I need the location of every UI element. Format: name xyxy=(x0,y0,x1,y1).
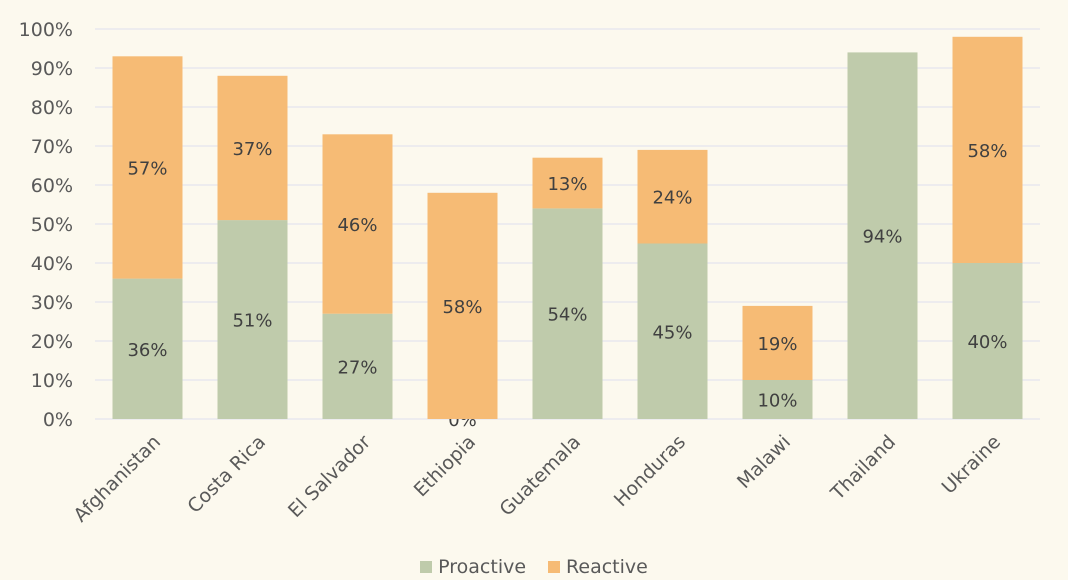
bar-reactive xyxy=(322,134,393,314)
data-label-reactive: 57% xyxy=(127,158,167,179)
bar-reactive xyxy=(217,75,288,221)
legend-label-proactive: Proactive xyxy=(438,556,527,578)
data-label-proactive: 36% xyxy=(127,340,167,361)
x-tick-label: Costa Rica xyxy=(183,431,270,518)
data-label-reactive: 19% xyxy=(757,334,797,355)
y-tick-label: 0% xyxy=(43,409,73,431)
bar-reactive xyxy=(112,56,183,279)
x-tick-label: El Salvador xyxy=(284,431,375,522)
bar-reactive xyxy=(427,192,498,419)
data-label-reactive: 13% xyxy=(547,174,587,195)
y-tick-label: 90% xyxy=(31,58,73,80)
x-tick-label: Honduras xyxy=(610,431,690,511)
bar-proactive xyxy=(217,220,288,419)
legend: Proactive Reactive xyxy=(0,556,1068,578)
bar-reactive xyxy=(952,36,1023,263)
x-tick-label: Malawi xyxy=(733,431,795,493)
bar-proactive xyxy=(742,380,813,419)
y-tick-label: 40% xyxy=(31,253,73,275)
legend-item-reactive: Reactive xyxy=(548,556,648,578)
y-tick-label: 50% xyxy=(31,214,73,236)
data-label-proactive: 10% xyxy=(757,391,797,412)
legend-swatch-proactive xyxy=(420,561,433,573)
data-label-proactive: 27% xyxy=(337,357,377,378)
bar-reactive xyxy=(532,157,603,209)
bar-proactive xyxy=(637,243,708,419)
x-tick-label: Ukraine xyxy=(938,431,1005,498)
y-tick-label: 70% xyxy=(31,136,73,158)
x-tick-label: Guatemala xyxy=(495,431,585,521)
y-tick-label: 30% xyxy=(31,292,73,314)
x-tick-label: Thailand xyxy=(826,431,900,505)
data-label-proactive: 40% xyxy=(967,332,1007,353)
y-tick-label: 60% xyxy=(31,175,73,197)
data-label-proactive: 94% xyxy=(862,227,902,248)
y-tick-label: 100% xyxy=(19,19,73,41)
x-tick-label: Afghanistan xyxy=(69,431,165,527)
data-label-proactive: 51% xyxy=(232,311,272,332)
y-tick-label: 80% xyxy=(31,97,73,119)
legend-label-reactive: Reactive xyxy=(566,556,648,578)
data-label-reactive: 24% xyxy=(652,188,692,209)
data-label-proactive: 45% xyxy=(652,322,692,343)
bar-proactive xyxy=(532,208,603,419)
data-label-reactive: 58% xyxy=(967,141,1007,162)
data-label-reactive: 58% xyxy=(442,297,482,318)
y-tick-label: 20% xyxy=(31,331,73,353)
legend-swatch-reactive xyxy=(548,561,561,573)
data-label-reactive: 46% xyxy=(337,215,377,236)
bar-reactive xyxy=(742,305,813,380)
x-tick-label: Ethiopia xyxy=(410,431,480,501)
data-label-proactive: 54% xyxy=(547,305,587,326)
bar-proactive xyxy=(952,263,1023,419)
bar-proactive xyxy=(322,313,393,419)
legend-item-proactive: Proactive xyxy=(420,556,526,578)
bar-reactive xyxy=(637,149,708,244)
bar-proactive xyxy=(847,52,918,420)
y-tick-label: 10% xyxy=(31,370,73,392)
data-label-reactive: 37% xyxy=(232,139,272,160)
bar-proactive xyxy=(112,278,183,419)
